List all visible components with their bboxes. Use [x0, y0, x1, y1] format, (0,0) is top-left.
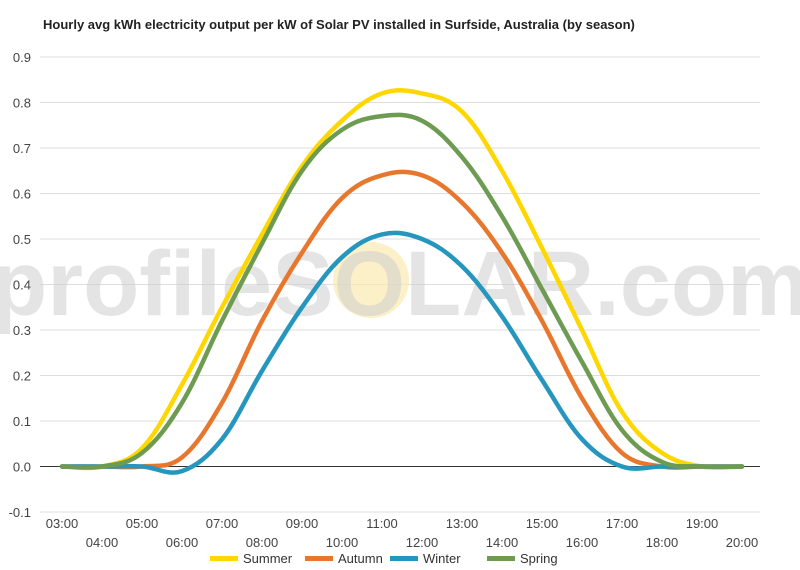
- x-tick-label: 13:00: [446, 516, 479, 531]
- x-tick-label: 10:00: [326, 535, 359, 550]
- series-line-spring: [59, 112, 745, 470]
- x-tick-label: 08:00: [246, 535, 279, 550]
- x-tick-label: 17:00: [606, 516, 639, 531]
- x-axis-ticks: 03:00 04:00 05:00 06:00 07:00 08:00 09:00 10:00…: [46, 516, 759, 550]
- y-tick-label: 0.5: [13, 232, 31, 247]
- y-tick-label: 0.2: [13, 369, 31, 384]
- x-tick-label: 05:00: [126, 516, 159, 531]
- x-tick-label: 09:00: [286, 516, 319, 531]
- y-tick-label: 0.3: [13, 323, 31, 338]
- series-line-winter: [59, 230, 745, 475]
- y-tick-label: 0.4: [13, 278, 31, 293]
- x-tick-label: 06:00: [166, 535, 199, 550]
- x-tick-label: 16:00: [566, 535, 599, 550]
- series-line-summer: [59, 88, 745, 471]
- x-tick-label: 20:00: [726, 535, 759, 550]
- legend-swatch-spring: [487, 556, 515, 561]
- x-tick-label: 03:00: [46, 516, 79, 531]
- legend-label-spring: Spring: [520, 551, 558, 566]
- watermark-text: profileSOLAR.com: [0, 233, 800, 335]
- chart-title: Hourly avg kWh electricity output per kW…: [43, 17, 635, 32]
- x-tick-label: 18:00: [646, 535, 679, 550]
- x-tick-label: 15:00: [526, 516, 559, 531]
- legend-swatch-winter: [390, 556, 418, 561]
- y-tick-label: 0.8: [13, 96, 31, 111]
- y-axis-ticks: -0.1 0.0 0.1 0.2 0.3 0.4 0.5 0.6 0.7 0.8 0.9: [9, 50, 31, 520]
- series-lines: [59, 88, 745, 475]
- legend-label-summer: Summer: [243, 551, 293, 566]
- y-tick-label: 0.9: [13, 50, 31, 65]
- legend-label-winter: Winter: [423, 551, 461, 566]
- legend-swatch-autumn: [305, 556, 333, 561]
- x-tick-label: 07:00: [206, 516, 239, 531]
- x-tick-label: 19:00: [686, 516, 719, 531]
- x-tick-label: 11:00: [366, 516, 398, 531]
- y-tick-label: 0.1: [13, 414, 31, 429]
- legend: Summer Autumn Winter Spring: [210, 551, 558, 566]
- legend-label-autumn: Autumn: [338, 551, 383, 566]
- watermark-sun-icon: [333, 242, 409, 318]
- x-tick-label: 12:00: [406, 535, 439, 550]
- legend-swatch-summer: [210, 556, 238, 561]
- x-tick-label: 04:00: [86, 535, 119, 550]
- gridlines: [40, 56, 760, 513]
- series-line-autumn: [59, 169, 745, 470]
- watermark: profileSOLAR.com: [0, 233, 800, 335]
- y-tick-label: -0.1: [9, 505, 31, 520]
- y-tick-label: 0.6: [13, 187, 31, 202]
- x-tick-label: 14:00: [486, 535, 519, 550]
- y-tick-label: 0.7: [13, 141, 31, 156]
- y-tick-label: 0.0: [13, 460, 31, 475]
